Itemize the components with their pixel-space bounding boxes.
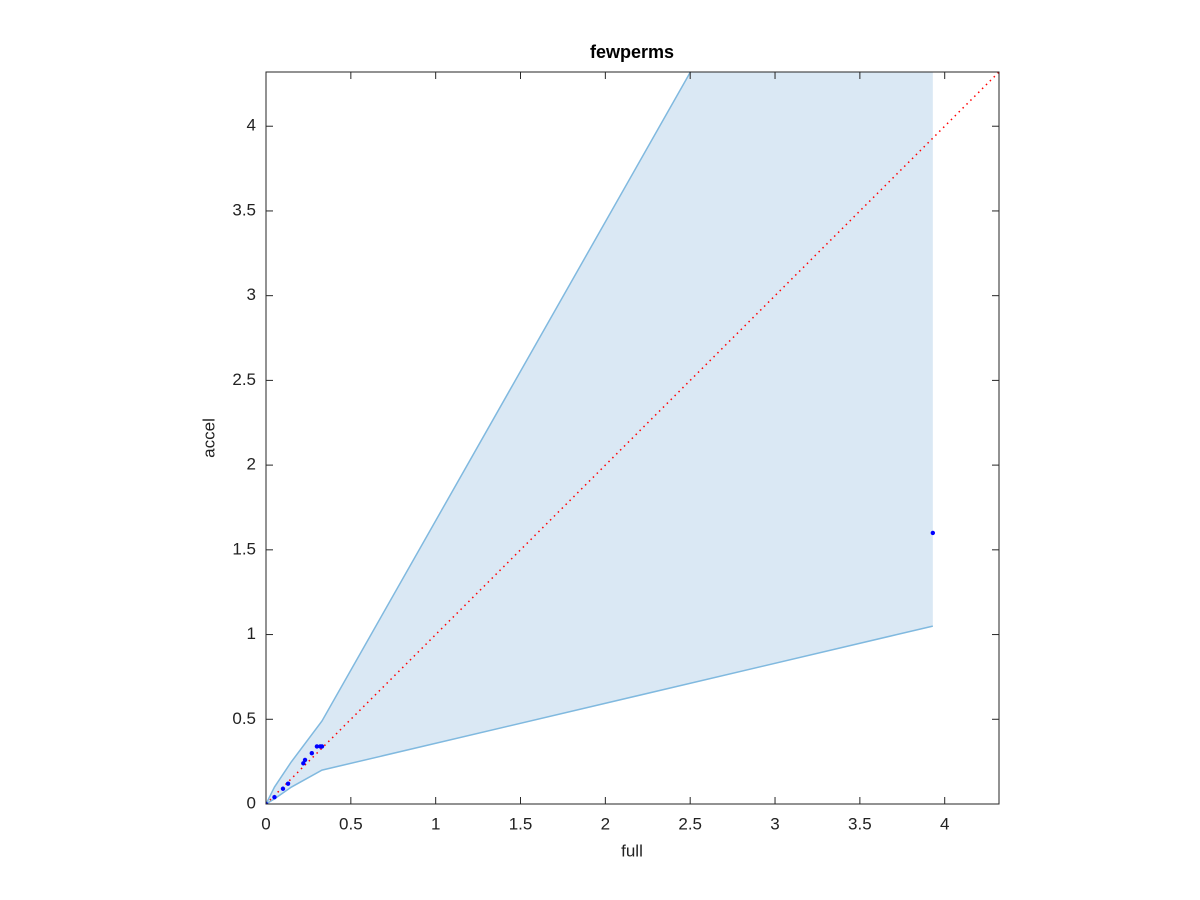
- x-tick-label: 0: [261, 814, 270, 833]
- x-axis-label: full: [621, 841, 643, 860]
- point: [285, 781, 291, 786]
- x-tick-label: 2.5: [678, 814, 702, 833]
- x-tick-label: 1: [431, 814, 440, 833]
- x-tick-label: 1.5: [509, 814, 533, 833]
- point: [272, 795, 277, 800]
- point: [319, 744, 325, 749]
- point: [302, 757, 308, 763]
- band-area: [266, 72, 933, 804]
- y-tick-label: 3: [247, 285, 256, 304]
- y-tick-label: 2.5: [232, 370, 256, 389]
- y-axis-label: accel: [199, 418, 218, 458]
- y-tick-label: 0.5: [232, 709, 256, 728]
- plot-area: [266, 72, 999, 804]
- band-lower-edge: [266, 625, 933, 804]
- x-tick-label: 2: [601, 814, 610, 833]
- y-tick-label: 2: [247, 455, 256, 474]
- point: [314, 744, 320, 749]
- y-tick-label: 0: [247, 793, 256, 812]
- reference-line: [266, 72, 999, 804]
- x-tick-label: 0.5: [339, 814, 363, 833]
- point: [930, 530, 936, 536]
- point: [280, 786, 286, 791]
- y-tick-label: 1.5: [232, 539, 256, 558]
- y-tick-label: 4: [247, 116, 256, 135]
- y-tick-label: 1: [247, 624, 256, 643]
- point: [309, 750, 315, 756]
- x-tick-label: 3: [770, 814, 779, 833]
- chart-title: fewperms: [590, 42, 674, 62]
- x-tick-label: 4: [940, 814, 949, 833]
- axes-box: [265, 71, 1000, 805]
- y-tick-label: 3.5: [232, 200, 256, 219]
- band-upper-edge: [266, 72, 692, 804]
- point: [301, 761, 306, 766]
- x-tick-label: 3.5: [848, 814, 872, 833]
- point: [266, 801, 269, 804]
